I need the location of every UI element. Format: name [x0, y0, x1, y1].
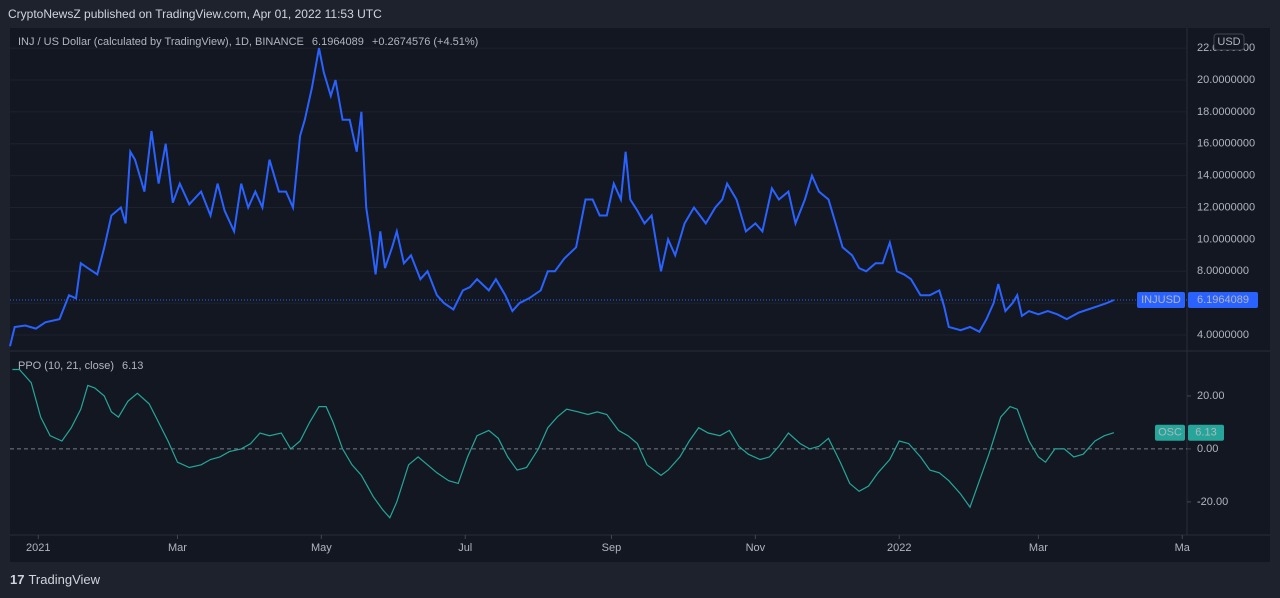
x-tick-label: Mar	[1029, 542, 1048, 554]
price-line	[9, 47, 1115, 347]
x-tick-label: 2022	[887, 542, 911, 554]
header: CryptoNewsZ published on TradingView.com…	[8, 7, 382, 21]
x-tick-label: Mar	[168, 542, 187, 554]
legend-title: PPO (10, 21, close)	[18, 360, 114, 372]
y-tick-label: 8.0000000	[1197, 265, 1249, 277]
value-tag-bg	[1188, 424, 1224, 441]
price-line	[12, 368, 1115, 519]
x-tick-label: Nov	[746, 542, 766, 554]
chart: 4.00000006.00000008.000000010.000000012.…	[9, 28, 1270, 562]
x-tick-label: May	[311, 542, 332, 554]
unit-label: USD	[1217, 36, 1240, 48]
tag-bg	[1155, 424, 1185, 441]
tag-bg	[1137, 292, 1185, 309]
x-tick-label: Jul	[458, 542, 472, 554]
legend-change: +0.2674576 (+4.51%)	[372, 36, 478, 48]
legend-title: INJ / US Dollar (calculated by TradingVi…	[18, 36, 304, 48]
y-tick-label: 16.0000000	[1197, 138, 1255, 150]
value-tag: 6.1964089	[1197, 294, 1249, 306]
y-tick-label: 0.00	[1197, 443, 1218, 455]
legend-value: 6.13	[122, 360, 143, 372]
value-tag-bg	[1188, 292, 1258, 309]
y-tick-label: -20.00	[1197, 496, 1228, 508]
y-tick-label: 18.0000000	[1197, 106, 1255, 118]
x-tick-label: Ma	[1175, 542, 1191, 554]
unit-bg	[1213, 33, 1245, 51]
y-tick-label: 4.0000000	[1197, 329, 1249, 341]
y-tick-label: 20.00	[1197, 390, 1225, 402]
x-tick-label: Sep	[602, 542, 622, 554]
y-tick-label: 20.0000000	[1197, 74, 1255, 86]
tag-name: INJUSD	[1141, 294, 1181, 306]
y-tick-label: 14.0000000	[1197, 170, 1255, 182]
value-tag: 6.13	[1195, 427, 1216, 439]
x-tick-label: 2021	[26, 542, 50, 554]
y-tick-label: 12.0000000	[1197, 201, 1255, 213]
y-tick-label: 10.0000000	[1197, 233, 1255, 245]
logo: 17	[10, 572, 25, 587]
tag-name: OSC	[1158, 427, 1182, 439]
legend-value: 6.1964089	[312, 36, 364, 48]
chart-bg	[10, 28, 1270, 562]
footer: 17 TradingView	[10, 572, 100, 587]
brand: TradingView	[28, 572, 101, 587]
